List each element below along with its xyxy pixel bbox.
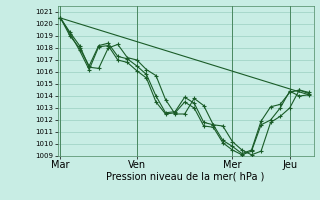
X-axis label: Pression niveau de la mer( hPa ): Pression niveau de la mer( hPa ) — [107, 172, 265, 182]
